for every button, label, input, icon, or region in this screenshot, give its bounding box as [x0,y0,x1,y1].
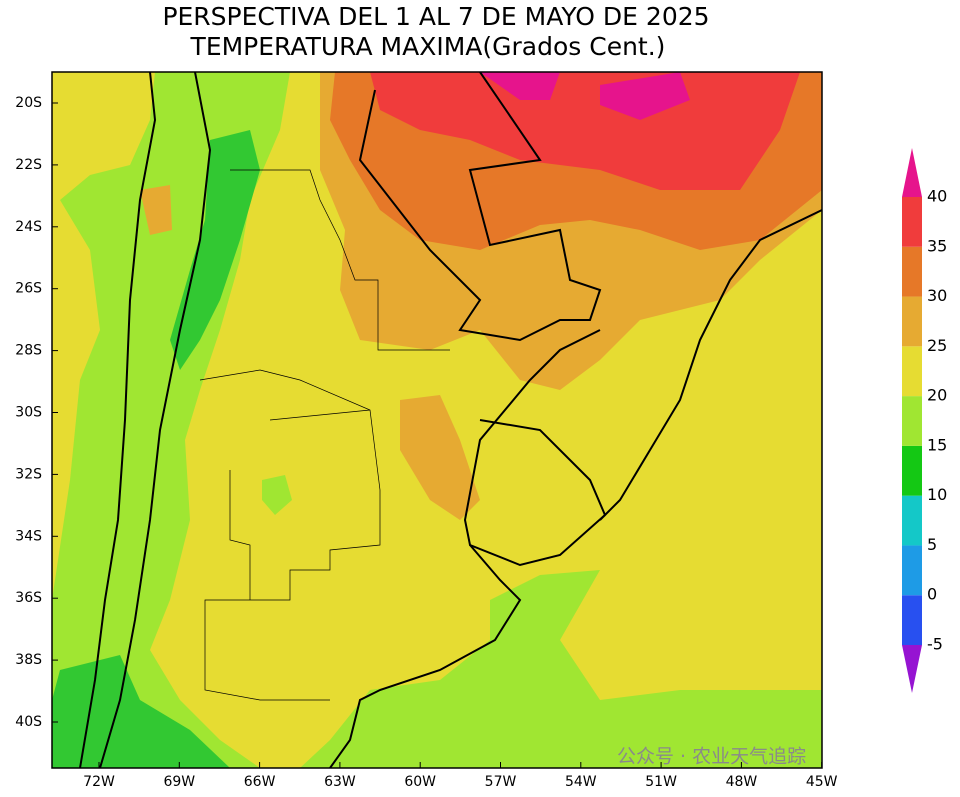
colorbar-segment [902,197,922,247]
colorbar-segment [902,595,922,645]
lat-label: 34S [15,528,42,544]
colorbar-segment [902,346,922,397]
subtitle: TEMPERATURA MAXIMA(Grados Cent.) [190,32,666,61]
colorbar-label: 25 [927,336,947,355]
colorbar-cap [902,148,922,197]
lat-label: 38S [15,652,42,668]
colorbar-segment [902,545,922,596]
colorbar-label: 0 [927,585,937,604]
zone-15-20 [262,475,292,515]
lat-label: 36S [15,590,42,606]
colorbar-label: 10 [927,485,947,504]
title: PERSPECTIVA DEL 1 AL 7 DE MAYO DE 2025 [162,2,709,31]
colorbar-label: 30 [927,286,947,305]
colorbar-segment [902,495,922,546]
lat-label: 28S [15,343,42,359]
lon-label: 51W [645,774,677,790]
lon-label: 72W [83,774,115,790]
lon-label: 57W [485,774,517,790]
colorbar-label: 20 [927,386,947,405]
map-frame [51,71,823,769]
map-field [51,71,823,769]
lat-label: 40S [15,714,42,730]
colorbar-label: 35 [927,236,947,255]
zone-above-40 [480,72,560,100]
lat-label: 30S [15,405,42,421]
lat-label: 32S [15,466,42,482]
colorbar-segment [902,445,922,496]
lat-label: 22S [15,157,42,173]
borders [79,72,822,768]
lon-label: 45W [806,774,838,790]
colorbar-cap [902,645,922,693]
colorbar-segment [902,296,922,347]
provinces [199,169,450,701]
zone-35-40 [370,72,800,190]
lon-label: 63W [324,774,356,790]
watermark: 公众号 · 农业天气追踪 [617,746,806,768]
colorbar-segment [902,396,922,446]
axes: 20S 22S 24S 26S 28S 30S 32S 34S 36S 38S 40S 72W 69W 6… [15,95,837,790]
colorbar-label: -5 [927,635,943,654]
lat-label: 24S [15,219,42,235]
zone-10-15 [170,130,260,370]
zone-10-15 [52,655,230,768]
colorbar: -5 0 5 10 15 20 25 30 35 40 [902,148,947,693]
lon-label: 69W [163,774,195,790]
zone-above-40 [600,72,690,120]
lon-label: 60W [404,774,436,790]
lon-label: 48W [726,774,758,790]
colorbar-label: 5 [927,535,937,554]
colorbar-label: 40 [927,187,947,206]
lat-label: 20S [15,95,42,111]
colorbar-segment [902,246,922,297]
colorbar-label: 15 [927,435,947,454]
lat-label: 26S [15,281,42,297]
lon-label: 66W [244,774,276,790]
zone-15-20 [300,570,822,768]
zone-25-30 [140,185,172,235]
lon-label: 54W [565,774,597,790]
zone-25-30 [400,395,480,520]
